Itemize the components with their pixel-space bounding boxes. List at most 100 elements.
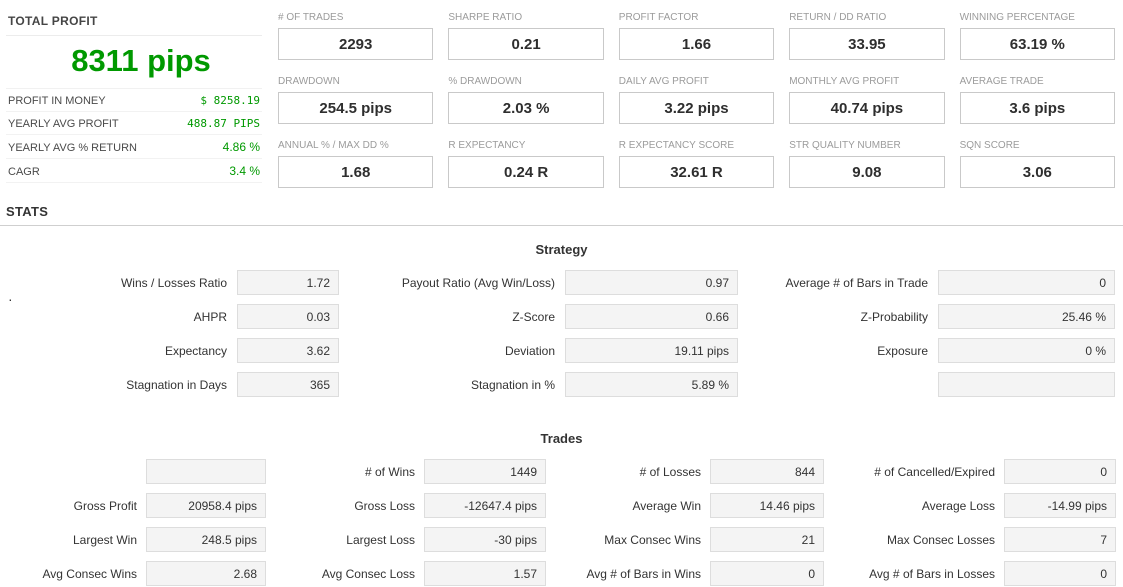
profit-in-money-label: PROFIT IN MONEY xyxy=(8,95,106,107)
exposure-label: Exposure xyxy=(877,343,928,358)
avg-consec-loss-value: 1.57 xyxy=(424,561,546,586)
r-expectancy-label: R EXPECTANCY xyxy=(448,140,526,151)
deviation-label: Deviation xyxy=(504,343,555,358)
largest-loss-value: -30 pips xyxy=(424,527,546,552)
stats-divider xyxy=(0,225,1123,226)
strategy-section: Strategy · Wins / Losses Ratio 1.72 Payo… xyxy=(0,242,1123,397)
trades-table: # of Wins 1449 # of Losses 844 # of Canc… xyxy=(0,459,1123,586)
annual-pct-max-dd-value: 1.68 xyxy=(278,156,434,188)
num-trades-label: # OF TRADES xyxy=(278,12,344,23)
monthly-avg-profit-value: 40.74 pips xyxy=(789,92,945,124)
stagnation-days-value: 365 xyxy=(237,372,339,397)
return-dd-ratio-value: 33.95 xyxy=(789,28,945,60)
metric-monthly-avg-profit: MONTHLY AVG PROFIT 40.74 pips xyxy=(789,76,945,124)
average-win-value: 14.46 pips xyxy=(710,493,824,518)
stagnation-pct-value: 5.89 % xyxy=(565,372,738,397)
return-dd-ratio-label: RETURN / DD RATIO xyxy=(789,12,887,23)
daily-avg-profit-label: DAILY AVG PROFIT xyxy=(618,76,709,87)
average-trade-value: 3.6 pips xyxy=(959,92,1115,124)
avg-bars-in-losses-value: 0 xyxy=(1004,561,1116,586)
trades-title: Trades xyxy=(540,431,583,446)
largest-win-label: Largest Win xyxy=(72,532,137,547)
stagnation-pct-label: Stagnation in % xyxy=(470,377,555,392)
metric-sharpe-ratio: SHARPE RATIO 0.21 xyxy=(448,12,604,60)
avg-bars-in-losses-label: Avg # of Bars in Losses xyxy=(869,566,995,581)
num-cancelled-expired-value: 0 xyxy=(1004,459,1116,484)
avg-bars-in-trade-label: Average # of Bars in Trade xyxy=(785,275,928,290)
z-probability-label: Z-Probability xyxy=(860,309,928,324)
yearly-avg-profit-value: 488.87 PIPS xyxy=(187,117,260,130)
z-score-label: Z-Score xyxy=(512,309,555,324)
total-profit-heading: TOTAL PROFIT xyxy=(6,12,262,36)
yearly-avg-return-label: YEARLY AVG % RETURN xyxy=(8,142,137,154)
summary-row-yearly-avg-profit: YEARLY AVG PROFIT 488.87 PIPS xyxy=(6,112,262,135)
avg-bars-in-trade-value: 0 xyxy=(938,270,1115,295)
ahpr-label: AHPR xyxy=(193,309,227,324)
average-loss-value: -14.99 pips xyxy=(1004,493,1116,518)
bullet-marker: · xyxy=(8,291,13,307)
str-quality-number-value: 9.08 xyxy=(789,156,945,188)
metric-return-dd-ratio: RETURN / DD RATIO 33.95 xyxy=(789,12,945,60)
deviation-value: 19.11 pips xyxy=(565,338,738,363)
max-consec-losses-value: 7 xyxy=(1004,527,1116,552)
metric-r-expectancy: R EXPECTANCY 0.24 R xyxy=(448,140,604,188)
ahpr-value: 0.03 xyxy=(237,304,339,329)
pct-drawdown-value: 2.03 % xyxy=(448,92,604,124)
wins-losses-ratio-value: 1.72 xyxy=(237,270,339,295)
average-loss-label: Average Loss xyxy=(921,498,995,513)
exposure-value: 0 % xyxy=(938,338,1115,363)
expectancy-value: 3.62 xyxy=(237,338,339,363)
r-expectancy-value: 0.24 R xyxy=(448,156,604,188)
str-quality-number-label: STR QUALITY NUMBER xyxy=(789,140,901,151)
drawdown-value: 254.5 pips xyxy=(278,92,434,124)
summary-row-yearly-avg-return: YEARLY AVG % RETURN 4.86 % xyxy=(6,135,262,159)
z-score-value: 0.66 xyxy=(565,304,738,329)
gross-profit-value: 20958.4 pips xyxy=(146,493,266,518)
avg-consec-wins-value: 2.68 xyxy=(146,561,266,586)
metric-pct-drawdown: % DRAWDOWN 2.03 % xyxy=(448,76,604,124)
metric-annual-pct-max-dd: ANNUAL % / MAX DD % 1.68 xyxy=(278,140,434,188)
metric-winning-percentage: WINNING PERCENTAGE 63.19 % xyxy=(959,12,1115,60)
monthly-avg-profit-label: MONTHLY AVG PROFIT xyxy=(789,76,900,87)
pct-drawdown-label: % DRAWDOWN xyxy=(448,76,522,87)
sqn-score-label: SQN SCORE xyxy=(959,140,1020,151)
metric-str-quality-number: STR QUALITY NUMBER 9.08 xyxy=(789,140,945,188)
num-losses-value: 844 xyxy=(710,459,824,484)
avg-consec-loss-label: Avg Consec Loss xyxy=(321,566,415,581)
average-win-label: Average Win xyxy=(632,498,701,513)
summary-row-profit-in-money: PROFIT IN MONEY $ 8258.19 xyxy=(6,89,262,112)
payout-ratio-value: 0.97 xyxy=(565,270,738,295)
metric-average-trade: AVERAGE TRADE 3.6 pips xyxy=(959,76,1115,124)
sharpe-ratio-value: 0.21 xyxy=(448,28,604,60)
gross-loss-label: Gross Loss xyxy=(354,498,415,513)
gross-loss-value: -12647.4 pips xyxy=(424,493,546,518)
sqn-score-value: 3.06 xyxy=(959,156,1115,188)
num-wins-value: 1449 xyxy=(424,459,546,484)
avg-bars-in-wins-value: 0 xyxy=(710,561,824,586)
winning-percentage-label: WINNING PERCENTAGE xyxy=(959,12,1075,23)
avg-consec-wins-label: Avg Consec Wins xyxy=(42,566,137,581)
max-consec-wins-value: 21 xyxy=(710,527,824,552)
strategy-table: Wins / Losses Ratio 1.72 Payout Ratio (A… xyxy=(0,270,1123,397)
stagnation-days-label: Stagnation in Days xyxy=(126,377,227,392)
wins-losses-ratio-label: Wins / Losses Ratio xyxy=(120,275,227,290)
drawdown-label: DRAWDOWN xyxy=(278,76,340,87)
yearly-avg-return-value: 4.86 % xyxy=(222,140,260,154)
max-consec-losses-label: Max Consec Losses xyxy=(886,532,995,547)
profit-factor-label: PROFIT FACTOR xyxy=(618,12,699,23)
daily-avg-profit-value: 3.22 pips xyxy=(618,92,775,124)
sharpe-ratio-label: SHARPE RATIO xyxy=(448,12,523,23)
empty-value-box xyxy=(938,372,1115,397)
r-expectancy-score-value: 32.61 R xyxy=(618,156,775,188)
yearly-avg-profit-label: YEARLY AVG PROFIT xyxy=(8,118,119,130)
max-consec-wins-label: Max Consec Wins xyxy=(604,532,701,547)
summary-row-cagr: CAGR 3.4 % xyxy=(6,159,262,183)
stats-heading: STATS xyxy=(6,204,49,219)
z-probability-value: 25.46 % xyxy=(938,304,1115,329)
num-wins-label: # of Wins xyxy=(364,464,415,479)
total-profit-value: 8311 pips xyxy=(6,36,262,89)
expectancy-label: Expectancy xyxy=(164,343,227,358)
top-section: TOTAL PROFIT 8311 pips PROFIT IN MONEY $… xyxy=(0,0,1123,188)
trades-section: Trades # of Wins 1449 # of Losses 844 # … xyxy=(0,431,1123,586)
gross-profit-label: Gross Profit xyxy=(73,498,137,513)
